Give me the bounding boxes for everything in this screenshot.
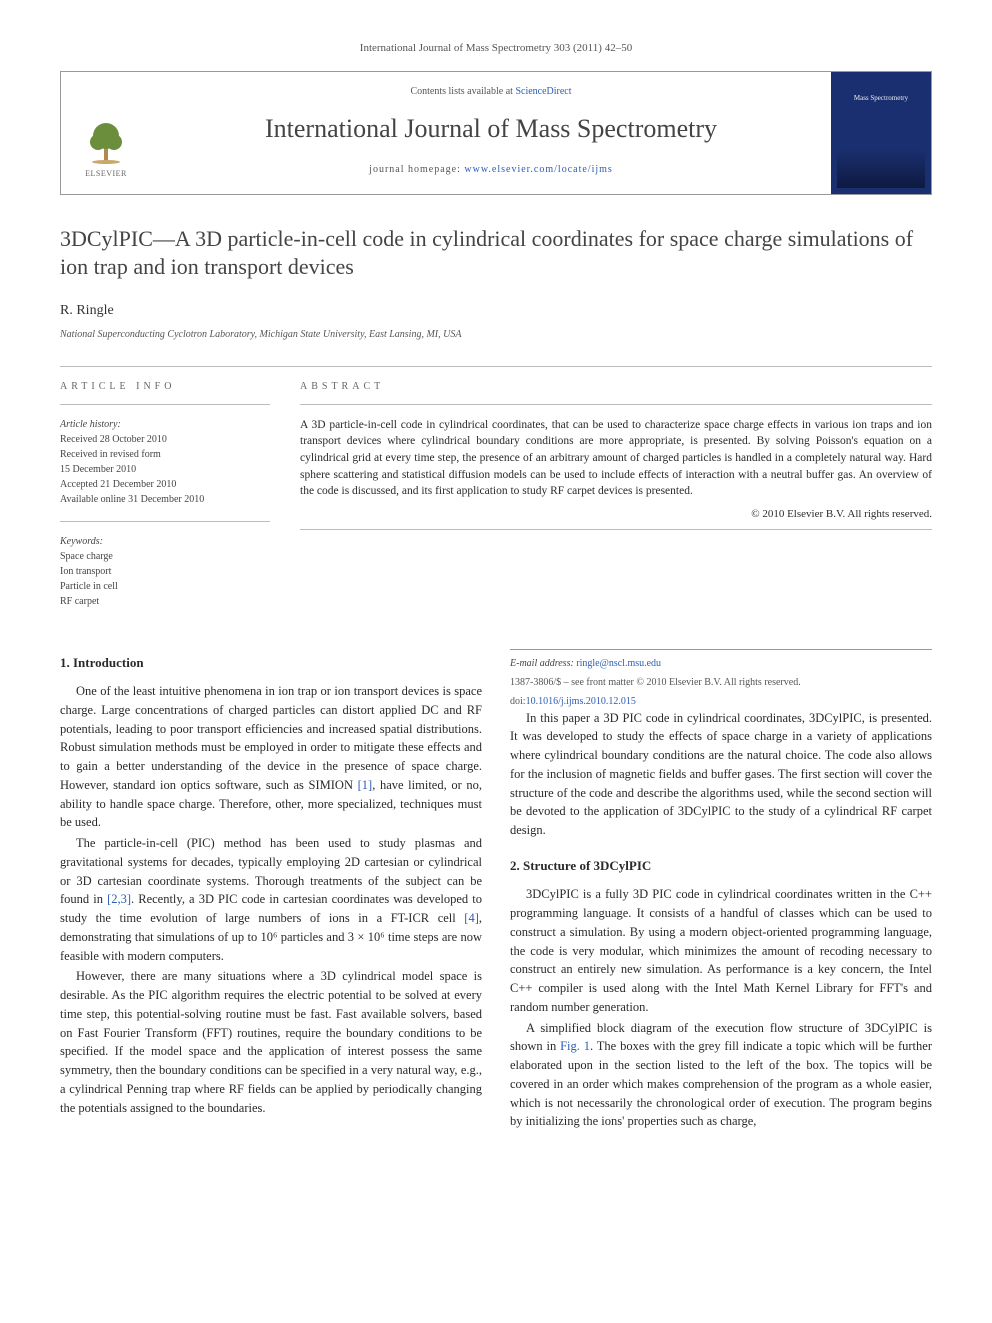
elsevier-logo: ELSEVIER: [71, 116, 141, 186]
elsevier-tree-icon: [81, 116, 131, 166]
doi-line: doi:10.1016/j.ijms.2010.12.015: [510, 694, 932, 709]
info-abstract-row: article info Article history: Received 2…: [60, 379, 932, 623]
history-line: Received in revised form: [60, 447, 270, 462]
publisher-name: ELSEVIER: [85, 168, 127, 180]
publisher-logo-cell: ELSEVIER: [61, 72, 151, 194]
journal-masthead: ELSEVIER Contents lists available at Sci…: [60, 71, 932, 195]
body-paragraph: One of the least intuitive phenomena in …: [60, 682, 482, 832]
body-paragraph: 3DCylPIC is a fully 3D PIC code in cylin…: [510, 885, 932, 1016]
journal-title: International Journal of Mass Spectromet…: [161, 109, 821, 148]
doi-label: doi:: [510, 696, 526, 707]
doi-link[interactable]: 10.1016/j.ijms.2010.12.015: [526, 696, 636, 707]
history-label: Article history:: [60, 417, 270, 432]
body-paragraph: The particle-in-cell (PIC) method has be…: [60, 834, 482, 965]
body-paragraph: However, there are many situations where…: [60, 967, 482, 1117]
article-body: 1. Introduction One of the least intuiti…: [60, 649, 932, 1134]
keyword: Particle in cell: [60, 579, 270, 594]
journal-homepage-link[interactable]: www.elsevier.com/locate/ijms: [464, 164, 612, 175]
history-line: Available online 31 December 2010: [60, 492, 270, 507]
cover-title-text: Mass Spectrometry: [854, 94, 908, 102]
running-header: International Journal of Mass Spectromet…: [60, 40, 932, 57]
keywords-block: Keywords: Space charge Ion transport Par…: [60, 534, 270, 609]
keyword: Space charge: [60, 549, 270, 564]
journal-homepage-line: journal homepage: www.elsevier.com/locat…: [161, 162, 821, 177]
abstract-column: abstract A 3D particle-in-cell code in c…: [300, 379, 932, 623]
keywords-label: Keywords:: [60, 534, 270, 549]
contents-available-line: Contents lists available at ScienceDirec…: [161, 84, 821, 99]
footnote-block: E-mail address: ringle@nscl.msu.edu 1387…: [510, 649, 932, 709]
body-paragraph: A simplified block diagram of the execut…: [510, 1019, 932, 1132]
body-paragraph: In this paper a 3D PIC code in cylindric…: [510, 709, 932, 840]
masthead-center: Contents lists available at ScienceDirec…: [151, 72, 831, 194]
history-line: Received 28 October 2010: [60, 432, 270, 447]
contents-prefix: Contents lists available at: [410, 86, 515, 97]
corresponding-email: E-mail address: ringle@nscl.msu.edu: [510, 656, 932, 671]
issn-copyright-line: 1387-3806/$ – see front matter © 2010 El…: [510, 675, 932, 690]
homepage-prefix: journal homepage:: [369, 164, 464, 175]
article-info-column: article info Article history: Received 2…: [60, 379, 270, 623]
article-info-heading: article info: [60, 379, 270, 394]
abstract-bottom-divider: [300, 529, 932, 530]
author-name: R. Ringle: [60, 300, 932, 321]
journal-cover-cell: Mass Spectrometry: [831, 72, 931, 194]
info-divider: [60, 404, 270, 405]
article-title: 3DCylPIC—A 3D particle-in-cell code in c…: [60, 225, 932, 282]
divider-rule: [60, 366, 932, 367]
sciencedirect-link[interactable]: ScienceDirect: [515, 86, 571, 97]
abstract-heading: abstract: [300, 379, 932, 394]
abstract-divider: [300, 404, 932, 405]
keyword: Ion transport: [60, 564, 270, 579]
section-heading-structure: 2. Structure of 3DCylPIC: [510, 856, 932, 876]
author-affiliation: National Superconducting Cyclotron Labor…: [60, 327, 932, 342]
author-email-link[interactable]: ringle@nscl.msu.edu: [576, 658, 661, 669]
keyword: RF carpet: [60, 594, 270, 609]
article-history-block: Article history: Received 28 October 201…: [60, 417, 270, 507]
journal-cover-thumbnail: Mass Spectrometry: [837, 78, 925, 188]
abstract-copyright: © 2010 Elsevier B.V. All rights reserved…: [300, 506, 932, 523]
email-label: E-mail address:: [510, 658, 576, 669]
info-divider: [60, 521, 270, 522]
abstract-text: A 3D particle-in-cell code in cylindrica…: [300, 417, 932, 500]
section-heading-introduction: 1. Introduction: [60, 653, 482, 673]
history-line: Accepted 21 December 2010: [60, 477, 270, 492]
history-line: 15 December 2010: [60, 462, 270, 477]
